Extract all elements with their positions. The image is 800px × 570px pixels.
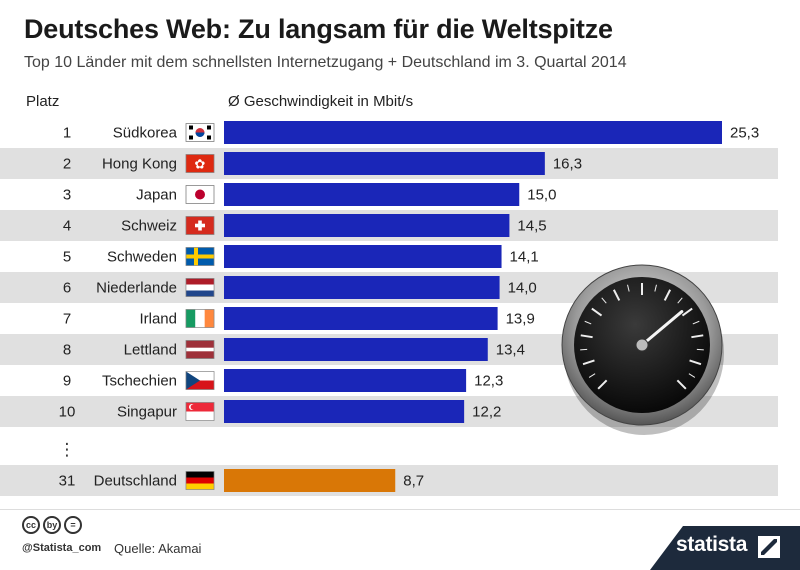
value-label: 13,9	[506, 311, 535, 328]
hong-kong-flag-icon: ✿	[185, 154, 215, 173]
value-label: 14,1	[510, 249, 539, 266]
statista-logo-icon	[758, 536, 780, 558]
latvia-flag-icon	[185, 340, 215, 359]
country-label: Südkorea	[113, 125, 178, 142]
chart-row-czech-republic: 9 Tschechien 12,3	[63, 369, 503, 392]
bar	[224, 400, 465, 423]
svg-text:✿: ✿	[195, 157, 206, 172]
country-label: Schweden	[107, 249, 177, 266]
bar	[224, 276, 500, 299]
chart-row-hong-kong: 2 Hong Kong ✿ 16,3	[0, 148, 778, 179]
rank-label: 4	[63, 218, 71, 235]
bar-chart: 1 Südkorea 25,3 2 Hong Kong ✿ 16,3 3 Japan 15,0 4 S…	[0, 121, 778, 496]
south-korea-flag-icon	[185, 123, 215, 142]
ellipsis: ⋮	[59, 440, 76, 459]
nd-icon: =	[64, 516, 82, 534]
value-label: 13,4	[496, 342, 525, 359]
chart-subtitle: Top 10 Länder mit dem schnellsten Intern…	[24, 54, 627, 71]
bar	[224, 214, 510, 237]
by-icon: by	[43, 516, 61, 534]
singapore-flag-icon	[185, 402, 215, 421]
value-label: 12,2	[472, 404, 501, 421]
country-label: Deutschland	[94, 473, 177, 490]
rank-label: 7	[63, 311, 71, 328]
ireland-flag-icon	[185, 309, 215, 328]
country-label: Niederlande	[96, 280, 177, 297]
chart-row-ireland: 7 Irland 13,9	[63, 307, 535, 330]
bar	[224, 469, 396, 492]
bar	[224, 121, 722, 144]
statista-handle: @Statista_com	[22, 542, 102, 554]
value-label: 15,0	[527, 187, 556, 204]
bar	[224, 152, 545, 175]
chart-row-germany: 31 Deutschland 8,7	[0, 465, 778, 496]
japan-flag-icon	[185, 185, 215, 204]
value-label: 25,3	[730, 125, 759, 142]
rank-label: 2	[63, 156, 71, 173]
chart-row-sweden: 5 Schweden 14,1	[63, 245, 539, 268]
rank-column-header: Platz	[26, 93, 60, 110]
germany-flag-icon	[185, 471, 215, 490]
cc-icon: cc	[22, 516, 40, 534]
value-column-header: Ø Geschwindigkeit in Mbit/s	[228, 93, 414, 110]
rank-label: 1	[63, 125, 71, 142]
value-label: 14,0	[508, 280, 537, 297]
bar	[224, 183, 520, 206]
value-label: 14,5	[517, 218, 546, 235]
chart-row-japan: 3 Japan 15,0	[63, 183, 556, 206]
source-note: Quelle: Akamai	[114, 541, 202, 556]
sweden-flag-icon	[185, 247, 215, 266]
czech-republic-flag-icon	[185, 371, 215, 390]
bar	[224, 338, 488, 361]
country-label: Tschechien	[102, 373, 177, 390]
rank-label: 3	[63, 187, 71, 204]
country-label: Schweiz	[121, 218, 177, 235]
rank-label: 8	[63, 342, 71, 359]
brand-logo-text: statista	[676, 533, 748, 556]
country-label: Singapur	[117, 404, 177, 421]
rank-label: 10	[59, 404, 76, 421]
country-label: Lettland	[124, 342, 177, 359]
rank-label: 31	[59, 473, 76, 490]
license-icons: cc by =	[22, 516, 82, 534]
country-label: Hong Kong	[102, 156, 177, 173]
value-label: 8,7	[403, 473, 424, 490]
bar	[224, 245, 502, 268]
country-label: Japan	[136, 187, 177, 204]
rank-label: 5	[63, 249, 71, 266]
country-label: Irland	[139, 311, 177, 328]
rank-label: 9	[63, 373, 71, 390]
footer-divider	[0, 509, 800, 510]
bar	[224, 369, 467, 392]
value-label: 16,3	[553, 156, 582, 173]
rank-label: 6	[63, 280, 71, 297]
speedometer-icon	[561, 264, 724, 435]
netherlands-flag-icon	[185, 278, 215, 297]
chart-row-south-korea: 1 Südkorea 25,3	[63, 121, 759, 144]
value-label: 12,3	[474, 373, 503, 390]
chart-row-switzerland: 4 Schweiz 14,5	[0, 210, 778, 241]
switzerland-flag-icon	[185, 216, 215, 235]
bar	[224, 307, 498, 330]
chart-title: Deutsches Web: Zu langsam für die Weltsp…	[24, 14, 613, 44]
